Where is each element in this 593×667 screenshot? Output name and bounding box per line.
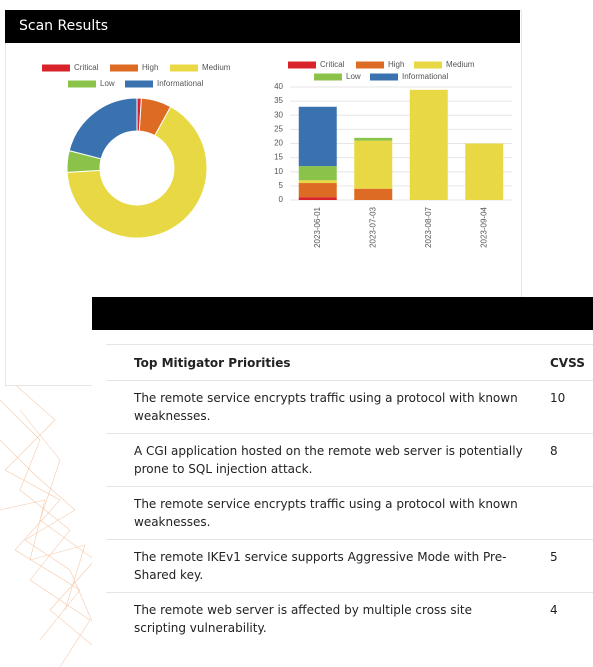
bar-segment bbox=[299, 183, 337, 197]
table-row: A CGI application hosted on the remote w… bbox=[106, 433, 593, 487]
table: Top Mitigator Priorities CVSS The remote s… bbox=[92, 330, 593, 667]
donut-legend-swatch bbox=[170, 65, 198, 72]
bar-legend-swatch bbox=[356, 62, 384, 69]
charts: Critical High Medium Low Informational 0 5 10 15… bbox=[0, 0, 520, 300]
bar-legend-label: Low bbox=[346, 72, 361, 81]
bar-legend-swatch bbox=[414, 62, 442, 69]
y-tick-label: 5 bbox=[279, 181, 284, 190]
cvss-score: 5 bbox=[550, 548, 558, 566]
table-header-row: Top Mitigator Priorities CVSS bbox=[106, 344, 593, 380]
y-tick-label: 25 bbox=[274, 124, 283, 133]
finding-text: The remote web server is affected by mul… bbox=[134, 601, 524, 637]
bar-legend-swatch bbox=[314, 74, 342, 81]
cvss-score: 8 bbox=[550, 442, 558, 460]
bar-segment bbox=[410, 90, 448, 200]
finding-text: The remote service encrypts traffic usin… bbox=[134, 389, 524, 425]
donut-legend-swatch bbox=[68, 81, 96, 88]
y-tick-label: 15 bbox=[274, 153, 283, 162]
table-row: The remote web server is affected by mul… bbox=[106, 592, 593, 646]
y-tick-label: 10 bbox=[274, 167, 283, 176]
bar-legend-label: Informational bbox=[402, 72, 448, 81]
bar-legend-swatch bbox=[288, 62, 316, 69]
donut-slice bbox=[69, 98, 137, 159]
column-header: Top Mitigator Priorities bbox=[134, 354, 524, 372]
bar-segment bbox=[299, 197, 337, 200]
bar-segment bbox=[299, 107, 337, 166]
bar-segment bbox=[354, 138, 392, 141]
finding-text: The remote service encrypts traffic usin… bbox=[134, 495, 524, 531]
table-row: The remote IKEv1 service supports Aggres… bbox=[106, 539, 593, 593]
bar-legend-label: Medium bbox=[446, 60, 475, 69]
bar-legend-label: High bbox=[388, 60, 404, 69]
bar-segment bbox=[354, 141, 392, 189]
finding-text: The remote IKEv1 service supports Aggres… bbox=[134, 548, 524, 584]
x-tick-label: 2023-06-01 bbox=[313, 206, 322, 247]
x-tick-label: 2023-07-03 bbox=[368, 206, 377, 247]
table-row: The remote service encrypts traffic usin… bbox=[106, 486, 593, 540]
table-header-bar bbox=[92, 297, 593, 330]
donut-legend-label: Critical bbox=[74, 63, 99, 72]
bar-segment bbox=[299, 166, 337, 180]
y-tick-label: 20 bbox=[274, 139, 283, 148]
donut-legend-label: Informational bbox=[157, 79, 203, 88]
page: Scan Results CriticalHighMediumLowInform… bbox=[0, 0, 593, 667]
y-tick-label: 30 bbox=[274, 110, 283, 119]
donut-legend-swatch bbox=[42, 65, 70, 72]
x-tick-label: 2023-08-07 bbox=[424, 206, 433, 247]
bar-segment bbox=[354, 189, 392, 200]
y-tick-label: 0 bbox=[279, 195, 284, 204]
bar-segment bbox=[465, 144, 503, 201]
donut-legend-label: High bbox=[142, 63, 158, 72]
bar-legend-label: Critical bbox=[320, 60, 345, 69]
donut-legend-label: Low bbox=[100, 79, 115, 88]
donut-legend-swatch bbox=[110, 65, 138, 72]
donut-legend-swatch bbox=[125, 81, 153, 88]
bar-legend-swatch bbox=[370, 74, 398, 81]
y-tick-label: 35 bbox=[274, 96, 283, 105]
cvss-score: 4 bbox=[550, 601, 558, 619]
y-tick-label: 40 bbox=[274, 82, 283, 91]
bar-segment bbox=[299, 180, 337, 183]
finding-text: A CGI application hosted on the remote w… bbox=[134, 442, 524, 478]
column-header: CVSS bbox=[550, 354, 585, 372]
donut-legend-label: Medium bbox=[202, 63, 231, 72]
table-row: The remote service encrypts traffic usin… bbox=[106, 380, 593, 434]
x-tick-label: 2023-09-04 bbox=[479, 206, 488, 247]
cvss-score: 10 bbox=[550, 389, 565, 407]
